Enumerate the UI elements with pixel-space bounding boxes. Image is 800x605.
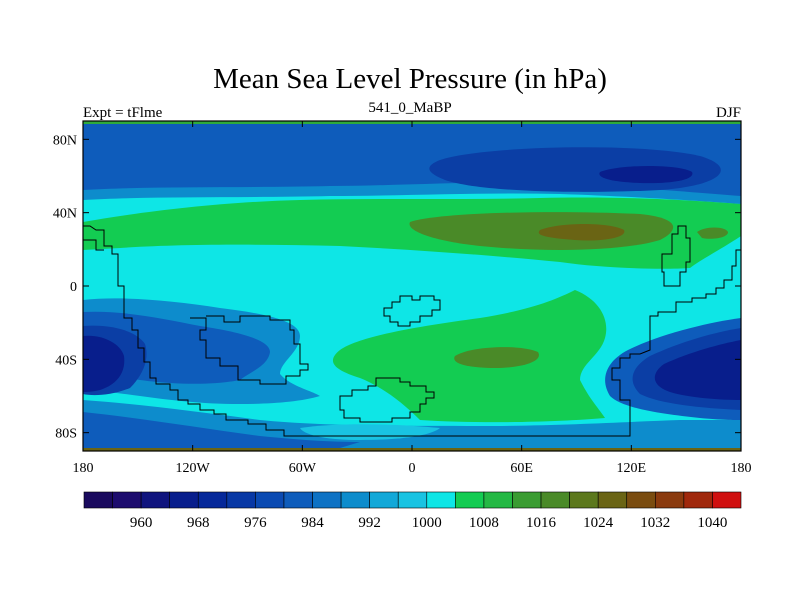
- x-tick-label: 0: [409, 461, 416, 476]
- y-tick-label: 0: [70, 280, 77, 295]
- coastlines: [83, 225, 741, 437]
- left-label: Expt = tFlme: [83, 105, 163, 121]
- colorbar-swatch: [626, 491, 656, 509]
- colorbar-label: 1008: [469, 515, 499, 531]
- colorbar-swatch: [455, 491, 485, 509]
- y-tick-label: 80S: [55, 427, 77, 442]
- field-southern-high-core: [454, 347, 539, 368]
- x-tick-label: 180: [73, 461, 94, 476]
- coastline-gondwana: [83, 225, 741, 437]
- colorbar-swatch: [169, 491, 199, 509]
- colorbar-label: 984: [301, 515, 324, 531]
- colorbar-swatch: [83, 491, 113, 509]
- colorbar-swatch: [683, 491, 713, 509]
- x-tick-label: 60W: [289, 461, 317, 476]
- field-pacific-high-spot: [697, 227, 728, 239]
- x-tick-label: 180: [731, 461, 752, 476]
- right-label: DJF: [716, 105, 741, 121]
- colorbar-label: 1016: [526, 515, 557, 531]
- colorbar-label: 992: [358, 515, 381, 531]
- y-tick-label: 80N: [53, 133, 77, 148]
- colorbar-swatch: [397, 491, 428, 509]
- colorbar-swatch: [569, 491, 599, 509]
- colorbar-swatch: [512, 491, 542, 509]
- colorbar-swatch: [255, 491, 285, 509]
- field-north-low-core: [599, 166, 693, 184]
- coastline-south-island: [339, 377, 435, 423]
- y-tick-label: 40S: [55, 353, 77, 368]
- colorbar-label: 1032: [640, 515, 670, 531]
- colorbar-swatch: [226, 491, 256, 509]
- x-tick-label: 120E: [617, 461, 647, 476]
- field-south-low-west-core: [83, 335, 125, 392]
- colorbar-swatch: [197, 491, 228, 509]
- colorbar-label: 968: [187, 515, 210, 531]
- colorbar-swatch: [112, 491, 142, 509]
- field-south-low-east-core: [654, 340, 741, 400]
- colorbar-label: 1024: [583, 515, 614, 531]
- colorbar: 960 968 976 984 992 1000 1008 1016 1024 1032 1040: [83, 491, 742, 531]
- colorbar-label: 960: [130, 515, 153, 531]
- y-axis: 80N 40N 0 40S 80S: [53, 133, 741, 442]
- pressure-field: [83, 121, 741, 451]
- colorbar-swatch: [655, 491, 685, 509]
- center-label: 541_0_MaBP: [368, 100, 451, 116]
- colorbar-swatch: [540, 491, 570, 509]
- coastline-west-edge: [83, 239, 104, 251]
- coastline-equatorial-island: [383, 295, 441, 327]
- colorbar-swatch: [369, 491, 399, 509]
- colorbar-swatch: [283, 491, 313, 509]
- colorbar-swatch: [597, 491, 628, 509]
- coastline-north-east-island: [661, 225, 691, 287]
- x-tick-label: 60E: [510, 461, 533, 476]
- colorbar-swatch: [140, 491, 170, 509]
- field-asian-high-core: [538, 224, 625, 241]
- colorbar-label: 976: [244, 515, 267, 531]
- colorbar-swatch: [426, 491, 456, 509]
- field-south-polar-inner: [83, 412, 360, 451]
- map-title: Mean Sea Level Pressure (in hPa): [213, 63, 607, 95]
- colorbar-label: 1040: [697, 515, 727, 531]
- colorbar-label: 1000: [412, 515, 442, 531]
- coastline-south-block: [190, 315, 309, 385]
- x-axis: 180 120W 60W 0 60E 120E 180: [73, 121, 752, 476]
- colorbar-swatch: [483, 491, 513, 509]
- colorbar-swatch: [712, 491, 742, 509]
- y-tick-label: 40N: [53, 207, 77, 222]
- x-tick-label: 120W: [176, 461, 211, 476]
- colorbar-swatch: [340, 491, 370, 509]
- colorbar-swatch: [312, 491, 342, 509]
